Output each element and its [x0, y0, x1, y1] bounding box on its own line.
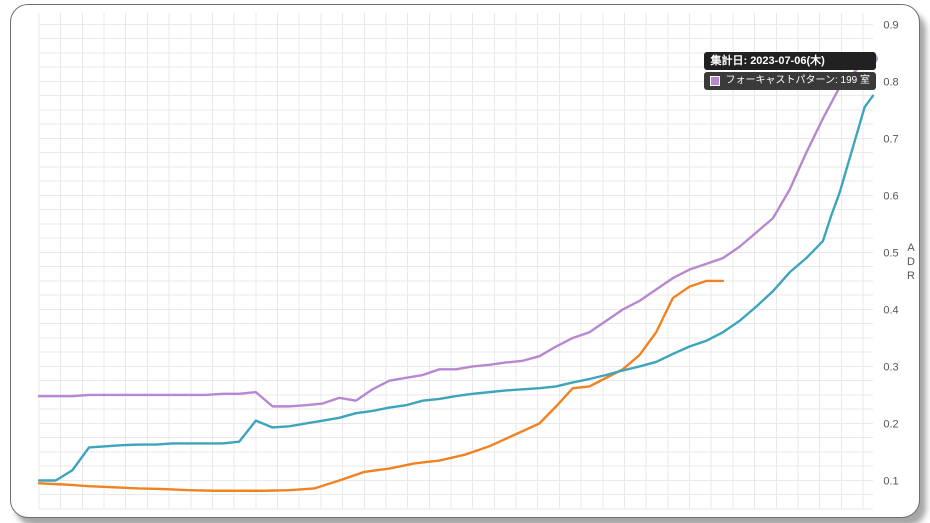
y-tick-label: 0.3 [883, 361, 898, 373]
chart-tooltip: 集計日: 2023-07-06(木) フォーキャストパターン: 199 室 [704, 52, 876, 90]
y-tick-label: 0.5 [883, 247, 898, 259]
y-tick-label: 0.1 [883, 475, 898, 487]
y-tick-label: 0.4 [883, 304, 898, 316]
tooltip-series-row: フォーキャストパターン: 199 室 [704, 72, 876, 90]
y-tick-label: 0.9 [883, 19, 898, 31]
tooltip-text: フォーキャストパターン: 199 室 [725, 75, 870, 87]
series-reference-teal [39, 96, 873, 481]
tooltip-header: 集計日: 2023-07-06(木) [704, 52, 876, 70]
y-axis-right: 0.1 0.2 0.3 0.4 0.5 0.6 0.7 0.8 0.9 ADR [883, 19, 919, 487]
y-tick-label: 0.7 [883, 133, 898, 145]
y-tick-label: 0.8 [883, 76, 898, 88]
y-tick-label: 0.2 [883, 418, 898, 430]
tooltip-text: 集計日: 2023-07-06(木) [710, 55, 824, 67]
series-forecast-purple [39, 59, 873, 407]
y-tick-label: 0.6 [883, 190, 898, 202]
y-axis-title: ADR [907, 242, 919, 282]
tooltip-swatch [710, 76, 720, 86]
